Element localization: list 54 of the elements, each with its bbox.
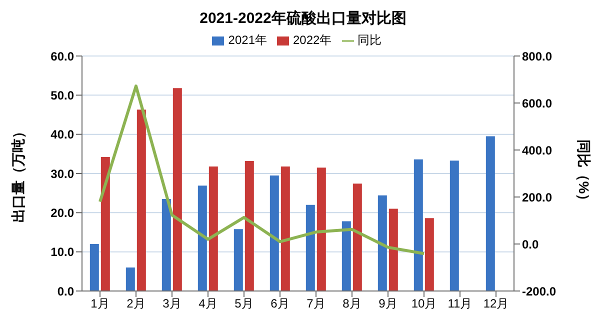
bar (388, 208, 398, 291)
x-tick-label: 9月 (378, 296, 398, 311)
bar (306, 204, 315, 291)
x-tick-label: 8月 (342, 296, 362, 311)
bar (198, 186, 207, 291)
x-tick-label: 4月 (198, 296, 218, 311)
bar (162, 198, 171, 291)
bar (280, 166, 290, 291)
y2-tick-label: 200.0 (522, 190, 552, 204)
y-tick-label: 0.0 (57, 284, 74, 298)
x-tick-label: 6月 (270, 296, 290, 311)
bar (136, 110, 146, 291)
y-tick-label: 50.0 (50, 88, 74, 102)
y2-tick-label: -200.0 (522, 284, 556, 298)
legend-label: 2022年 (293, 33, 332, 47)
bar (342, 221, 351, 291)
chart-title: 2021-2022年硫酸出口量对比图 (198, 9, 408, 29)
y2-tick-label: 600.0 (522, 96, 552, 110)
x-tick-label: 12月 (483, 296, 509, 311)
y2-axis-title: 同比（%） (576, 139, 592, 208)
x-tick-label: 5月 (234, 296, 254, 311)
legend-label: 2021年 (228, 33, 267, 47)
bar (100, 157, 110, 291)
y-axis-title: 出口量（万吨） (10, 124, 26, 222)
y-tick-label: 20.0 (50, 206, 74, 220)
bar (414, 159, 423, 291)
bar (378, 195, 387, 291)
bar (244, 160, 254, 291)
x-tick-label: 1月 (90, 296, 110, 311)
bar (208, 166, 218, 291)
bar (90, 244, 99, 291)
legend-label: 同比 (358, 33, 382, 47)
y2-tick-label: 800.0 (522, 49, 552, 64)
x-tick-label: 10月 (411, 296, 437, 311)
y2-tick-label: 400.0 (522, 143, 552, 158)
x-tick-label: 3月 (162, 296, 182, 311)
bar (270, 175, 279, 291)
y-tick-label: 30.0 (50, 166, 74, 181)
bar (352, 184, 362, 291)
bar (424, 218, 434, 291)
y-tick-label: 40.0 (50, 128, 74, 142)
x-tick-label: 7月 (306, 296, 326, 311)
bar (172, 88, 182, 291)
x-tick-label: 2月 (126, 296, 146, 311)
bar (316, 168, 326, 291)
bar (234, 229, 243, 291)
y2-tick-label: 0.0 (522, 237, 540, 252)
y-tick-label: 10.0 (50, 245, 74, 260)
bar (450, 160, 459, 291)
bar (126, 268, 135, 291)
x-tick-label: 11月 (448, 296, 472, 311)
y-tick-label: 60.0 (50, 49, 74, 64)
line-series (98, 84, 426, 256)
bar (486, 136, 495, 291)
